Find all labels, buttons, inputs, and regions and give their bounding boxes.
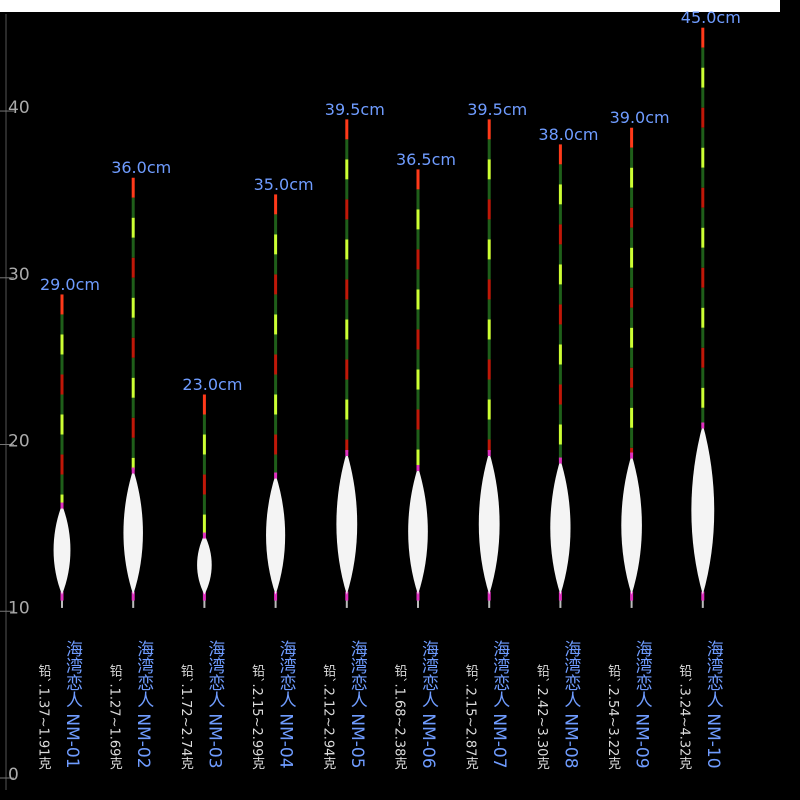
float-body — [550, 459, 571, 595]
length-label: 38.0cm — [538, 125, 598, 144]
float — [691, 27, 715, 608]
length-label: 29.0cm — [40, 275, 100, 294]
float-name: 海湾恋人 NM-02 — [133, 640, 154, 769]
length-label: 39.0cm — [610, 108, 670, 127]
lead-range: 铅`.1.27~1.69克 — [107, 664, 123, 771]
lead-range: 铅`.1.72~2.74克 — [178, 664, 194, 771]
float-name: 海湾恋人 NM-06 — [418, 640, 439, 769]
float-body — [53, 504, 71, 595]
length-label: 23.0cm — [182, 375, 242, 394]
lead-range: 铅`.1.68~2.38克 — [392, 664, 408, 771]
float-name: 海湾恋人 NM-07 — [489, 640, 510, 769]
float — [550, 144, 571, 608]
length-label: 39.5cm — [325, 100, 385, 119]
float — [621, 127, 642, 608]
float — [53, 294, 71, 608]
float-body — [691, 424, 715, 595]
float-name: 海湾恋人 NM-10 — [703, 640, 724, 769]
float — [408, 169, 428, 608]
length-label: 39.5cm — [467, 100, 527, 119]
float — [123, 177, 143, 608]
top-strip — [0, 0, 780, 12]
lead-range: 铅`.1.37~1.91克 — [36, 664, 52, 771]
float-body — [336, 452, 358, 595]
lead-range: 铅`.2.15~2.87克 — [463, 664, 479, 771]
ruler-label: 0 — [8, 765, 19, 785]
float-name: 海湾恋人 NM-01 — [62, 640, 83, 769]
ruler-label: 10 — [8, 598, 30, 618]
float-name: 海湾恋人 NM-05 — [347, 640, 368, 769]
float — [266, 194, 286, 608]
float-body — [266, 474, 286, 595]
lead-range: 铅`.2.54~3.22克 — [605, 664, 621, 771]
length-label: 36.0cm — [111, 158, 171, 177]
length-label: 45.0cm — [681, 8, 741, 27]
float-name: 海湾恋人 NM-08 — [560, 640, 581, 769]
float-name: 海湾恋人 NM-04 — [276, 640, 297, 769]
length-label: 35.0cm — [254, 175, 314, 194]
float — [197, 394, 212, 608]
float-body — [123, 469, 143, 595]
float-name: 海湾恋人 NM-09 — [632, 640, 653, 769]
ruler-label: 40 — [8, 98, 30, 118]
ruler-label: 20 — [8, 432, 30, 452]
lead-range: 铅`.3.24~4.32克 — [676, 664, 692, 771]
float-body — [621, 454, 642, 595]
lead-range: 铅`.2.42~3.30克 — [534, 664, 550, 771]
float — [478, 119, 500, 608]
float-body — [197, 534, 212, 595]
ruler-label: 30 — [8, 265, 30, 285]
lead-range: 铅`.2.15~2.99克 — [249, 664, 265, 771]
float-body — [478, 452, 500, 595]
float — [336, 119, 358, 608]
float-name: 海湾恋人 NM-03 — [204, 640, 225, 769]
float-body — [408, 467, 428, 595]
length-label: 36.5cm — [396, 150, 456, 169]
lead-range: 铅`.2.12~2.94克 — [320, 664, 336, 771]
